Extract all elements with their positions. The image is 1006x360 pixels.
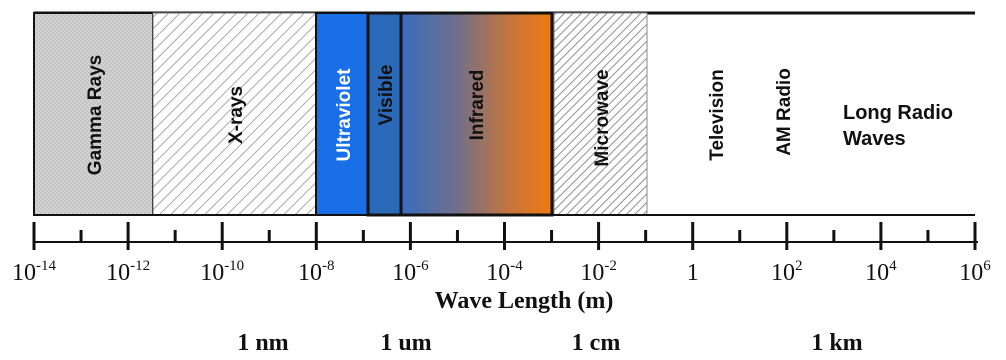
tick-label: 10-8 bbox=[298, 258, 335, 286]
label-visible: Visible bbox=[376, 65, 397, 126]
axis-title: Wave Length (m) bbox=[435, 288, 614, 314]
tick-label: 10-12 bbox=[106, 258, 150, 286]
tick-label: 1 bbox=[687, 260, 699, 286]
scale-label-nm: 1 nm bbox=[237, 330, 288, 356]
tick-label: 10-2 bbox=[580, 258, 617, 286]
tick-label: 10-4 bbox=[486, 258, 523, 286]
axis-ticks bbox=[32, 222, 977, 250]
label-x-rays: X-rays bbox=[226, 86, 247, 144]
band-microwave bbox=[553, 12, 648, 216]
label-infrared: Infrared bbox=[467, 70, 488, 141]
band-infrared bbox=[399, 11, 554, 217]
tick-label: 10-10 bbox=[200, 258, 244, 286]
band-x-rays bbox=[152, 12, 317, 216]
tick-label: 10-14 bbox=[12, 258, 56, 286]
tick-label: 102 bbox=[771, 258, 803, 286]
label-television: Television bbox=[707, 69, 728, 161]
label-gamma-rays: Gamma Rays bbox=[85, 55, 106, 175]
tick-label: 10-6 bbox=[392, 258, 429, 286]
label-ultraviolet: Ultraviolet bbox=[334, 68, 355, 162]
axis-tick-labels: 10-14 10-12 10-10 10-8 10-6 10-4 10-2 1 102 104 10… bbox=[12, 258, 991, 286]
tick-label: 104 bbox=[865, 258, 897, 286]
label-long-radio-line2: Waves bbox=[843, 128, 906, 150]
tick-label: 106 bbox=[959, 258, 991, 286]
scale-label-um: 1 um bbox=[380, 330, 431, 356]
label-microwave: Microwave bbox=[592, 69, 613, 166]
label-am-radio: AM Radio bbox=[774, 68, 795, 156]
scale-label-km: 1 km bbox=[811, 330, 862, 356]
scale-label-cm: 1 cm bbox=[572, 330, 621, 356]
label-long-radio-line1: Long Radio bbox=[843, 102, 953, 124]
